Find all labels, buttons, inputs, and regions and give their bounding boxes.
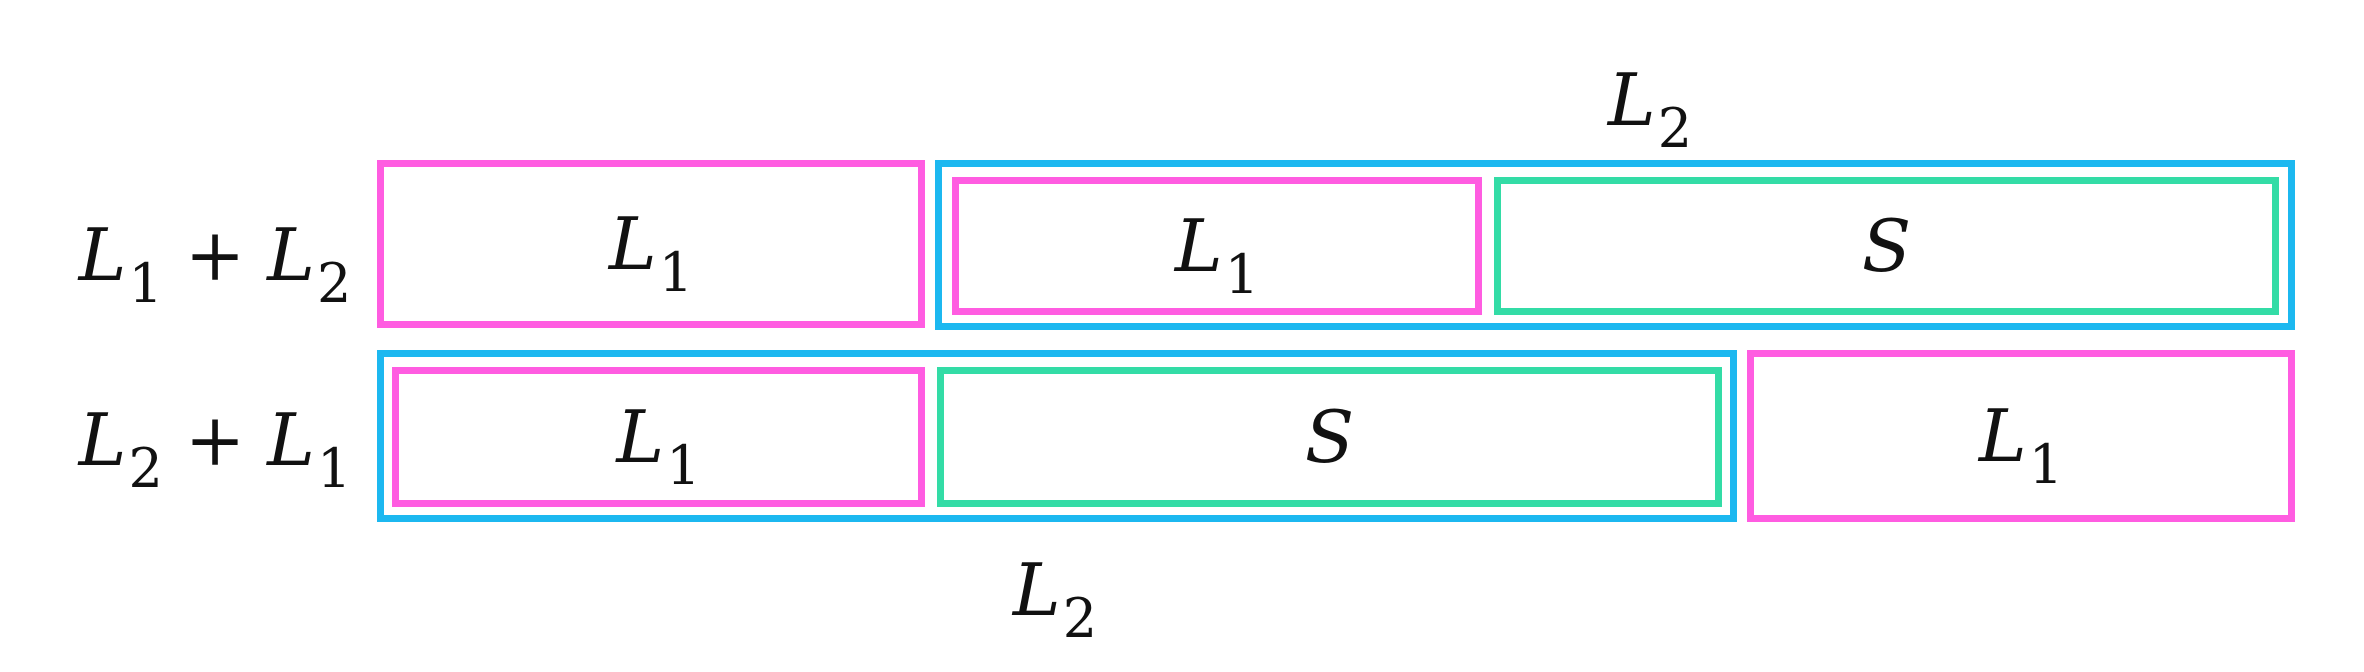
row2-group-caption-sub: 2 [1062,587,1098,650]
row2-label-first-var: L [78,398,127,482]
row2-group-l2 [377,350,1737,522]
row2-segment-l1-inner [392,367,925,507]
row1-group-l2 [935,160,2295,330]
row2-seg3-sub: 1 [2028,433,2064,496]
row2-label-second-sub: 1 [316,437,352,500]
row1-seg1-sub: 1 [658,241,694,304]
row1-seg1-var: L [608,202,657,286]
row2-seg1-sub: 1 [666,434,701,497]
row1-label-second-var: L [267,213,315,297]
row2-seg3-var: L [1978,394,2027,478]
row1-label-first-var: L [78,213,127,297]
row2-seg2-var: S [1304,395,1355,479]
row1-segment-l1-inner [952,177,1482,315]
row1-group-caption-var: L [1607,58,1656,142]
row2-label-first-sub: 2 [128,437,163,500]
row1-label-first-sub: 1 [128,252,163,315]
row2-group-caption-var: L [1012,548,1061,632]
row1-segment-l1-outer [377,160,925,328]
row1-label-second-sub: 2 [316,252,352,315]
row2-segment-s-label: S [937,367,1722,507]
row2-label-plus: + [184,398,246,482]
row2-seg1-var: L [616,395,665,479]
row1-segment-s-label: S [1494,177,2279,315]
row1-segment-s [1494,177,2279,315]
row1-seg2-var: L [1174,204,1223,288]
row2-label-second-var: L [267,398,315,482]
row1-seg3-var: S [1861,204,1912,288]
row1-group-caption-sub: 2 [1657,97,1693,160]
row1-seg2-sub: 1 [1224,243,1260,306]
row2-segment-s [937,367,1722,507]
row1-label-plus: + [184,213,246,297]
row2-segment-l1-outer [1747,350,2295,522]
